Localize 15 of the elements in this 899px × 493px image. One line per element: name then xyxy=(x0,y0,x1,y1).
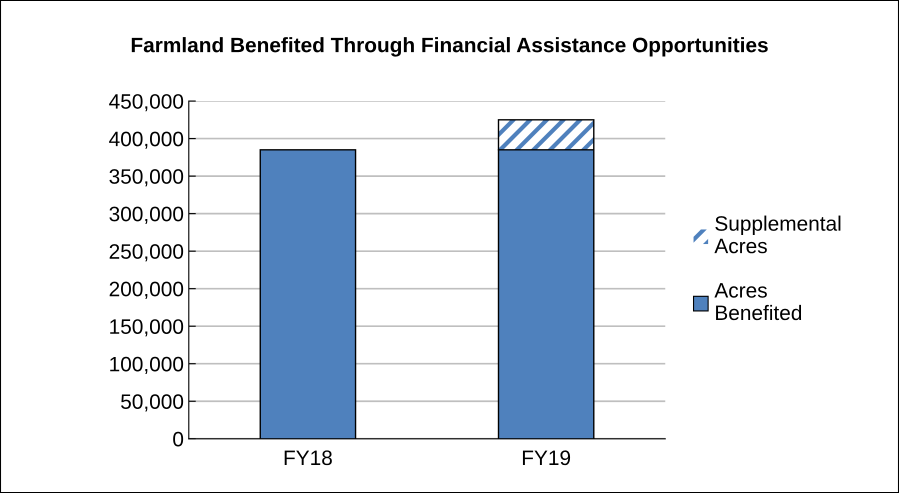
y-tick-label: 450,000 xyxy=(109,94,184,112)
y-tick-label: 250,000 xyxy=(110,244,184,262)
y-tick-label: 0 xyxy=(173,432,184,447)
legend-label: Supplemental Acres xyxy=(714,216,840,254)
y-tick-label: 100,000 xyxy=(110,356,184,374)
x-tick-label: FY19 xyxy=(522,450,570,466)
legend-label: Acres Benefited xyxy=(714,283,802,320)
y-tick-label: 350,000 xyxy=(109,169,184,186)
chart-title: Farmland Benefited Through Financial Assistance Opportunities xyxy=(132,37,768,57)
y-tick-label: 300,000 xyxy=(109,206,184,224)
y-tick-label: 150,000 xyxy=(110,319,184,336)
y-tick-label: 200,000 xyxy=(110,282,184,299)
y-tick-label: 50,000 xyxy=(121,394,184,412)
x-tick-label: FY18 xyxy=(284,450,332,466)
y-tick-label: 400,000 xyxy=(109,132,184,149)
